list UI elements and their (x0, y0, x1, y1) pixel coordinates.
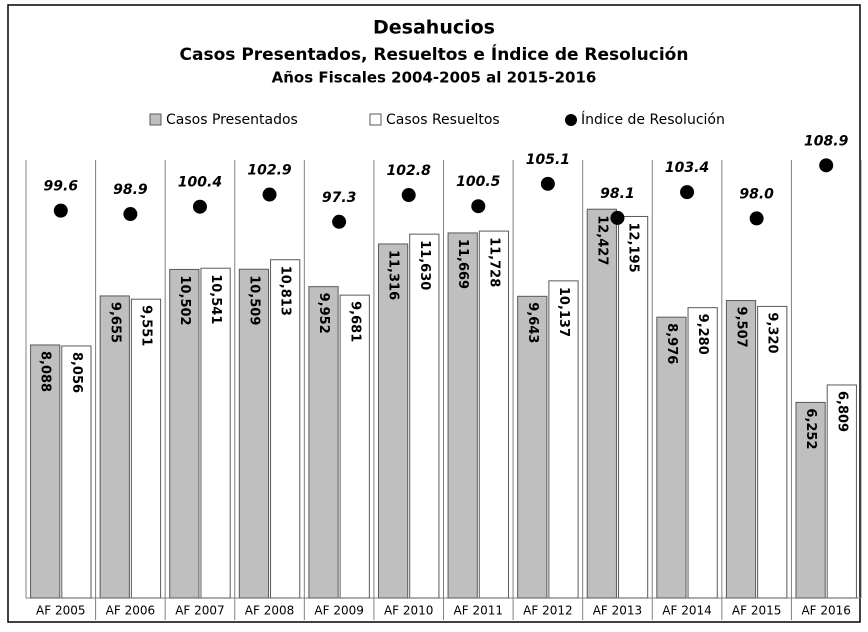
x-tick-label: AF 2016 (801, 604, 850, 618)
bar-value-label: 8,976 (664, 323, 679, 364)
x-tick-label: AF 2005 (36, 604, 85, 618)
x-tick-label: AF 2015 (732, 604, 781, 618)
bar-value-label: 10,509 (246, 275, 261, 325)
index-label: 102.9 (247, 163, 292, 179)
bar (409, 233, 440, 599)
index-label: 99.6 (44, 179, 79, 195)
index-label: 100.4 (178, 175, 222, 191)
bar-value-label: 11,316 (386, 250, 401, 300)
x-tick-label: AF 2009 (314, 604, 363, 618)
bar-value-label: 10,813 (278, 266, 293, 316)
chart-subtitle: Casos Presentados, Resueltos e Índice de… (180, 43, 689, 65)
index-dot (401, 188, 416, 203)
bar (478, 230, 510, 599)
bar-value-label: 6,809 (834, 391, 849, 432)
index-dot (332, 214, 347, 229)
legend-label: Índice de Resolución (581, 111, 725, 128)
bar-value-label: 9,320 (765, 312, 780, 353)
x-tick-label: AF 2013 (593, 604, 642, 618)
index-label: 103.4 (665, 160, 709, 176)
bar (270, 259, 301, 599)
bar-value-label: 9,655 (107, 302, 122, 343)
bar-value-label: 10,502 (177, 275, 192, 325)
bar (586, 208, 617, 599)
bar (548, 280, 579, 599)
bar (238, 268, 270, 599)
bar-value-label: 6,252 (803, 408, 818, 449)
bar-value-label: 9,280 (695, 314, 710, 355)
bar-value-label: 12,427 (594, 215, 609, 265)
index-label: 97.3 (322, 190, 357, 206)
index-dot (53, 203, 68, 218)
bar (447, 232, 478, 599)
x-tick-label: AF 2010 (384, 604, 433, 618)
legend-marker (565, 114, 577, 126)
bar (617, 215, 649, 599)
index-label: 102.8 (387, 163, 432, 179)
bar (99, 295, 130, 599)
x-tick-label: AF 2006 (106, 604, 155, 618)
x-tick-label: AF 2011 (454, 604, 503, 618)
bar (130, 298, 162, 599)
index-label: 98.9 (113, 182, 148, 198)
bar-value-label: 11,728 (486, 237, 501, 287)
bar (200, 267, 231, 599)
bar (826, 384, 857, 599)
bar-value-label: 8,056 (69, 352, 84, 393)
bar (377, 243, 409, 599)
index-label: 108.9 (804, 133, 849, 149)
index-dot (680, 185, 695, 200)
bar (339, 294, 370, 599)
bar-value-label: 9,643 (525, 302, 540, 343)
index-dot (192, 199, 207, 214)
bar-value-label: 8,088 (38, 351, 53, 392)
bar-value-label: 10,137 (556, 287, 571, 337)
chart-subtitle: Años Fiscales 2004-2005 al 2015-2016 (272, 69, 597, 87)
index-label: 98.1 (600, 186, 635, 202)
index-dot (471, 199, 486, 214)
chart-title: Desahucios (373, 17, 495, 39)
index-label: 98.0 (739, 186, 774, 202)
index-dot (262, 187, 277, 202)
x-tick-label: AF 2007 (175, 604, 224, 618)
x-tick-label: AF 2008 (245, 604, 294, 618)
bar-value-label: 12,195 (626, 222, 641, 272)
bar (725, 300, 757, 599)
legend-marker (149, 113, 162, 126)
bar-value-label: 11,630 (417, 240, 432, 290)
bar (517, 295, 548, 599)
bar (687, 307, 718, 599)
x-tick-label: AF 2012 (523, 604, 572, 618)
bar-value-label: 10,541 (208, 274, 223, 324)
bar (308, 286, 339, 599)
index-dot (540, 176, 555, 191)
index-dot (819, 158, 834, 173)
index-dot (749, 211, 764, 226)
index-label: 105.1 (526, 152, 570, 168)
bar-value-label: 9,681 (347, 301, 362, 342)
legend-label: Casos Resueltos (386, 112, 500, 128)
x-tick-label: AF 2014 (662, 604, 711, 618)
bar (795, 401, 826, 599)
bar (30, 344, 61, 599)
bar (169, 268, 200, 599)
bar (757, 305, 788, 599)
index-dot (610, 210, 625, 225)
index-dot (123, 207, 138, 222)
bar-value-label: 11,669 (455, 239, 470, 289)
legend-label: Casos Presentados (166, 112, 298, 128)
bar-value-label: 9,952 (316, 293, 331, 334)
bar (656, 316, 687, 599)
index-label: 100.5 (456, 174, 501, 190)
bar-value-label: 9,551 (138, 305, 153, 346)
legend-marker (369, 113, 382, 126)
bar (61, 345, 92, 599)
bar-value-label: 9,507 (734, 307, 749, 348)
